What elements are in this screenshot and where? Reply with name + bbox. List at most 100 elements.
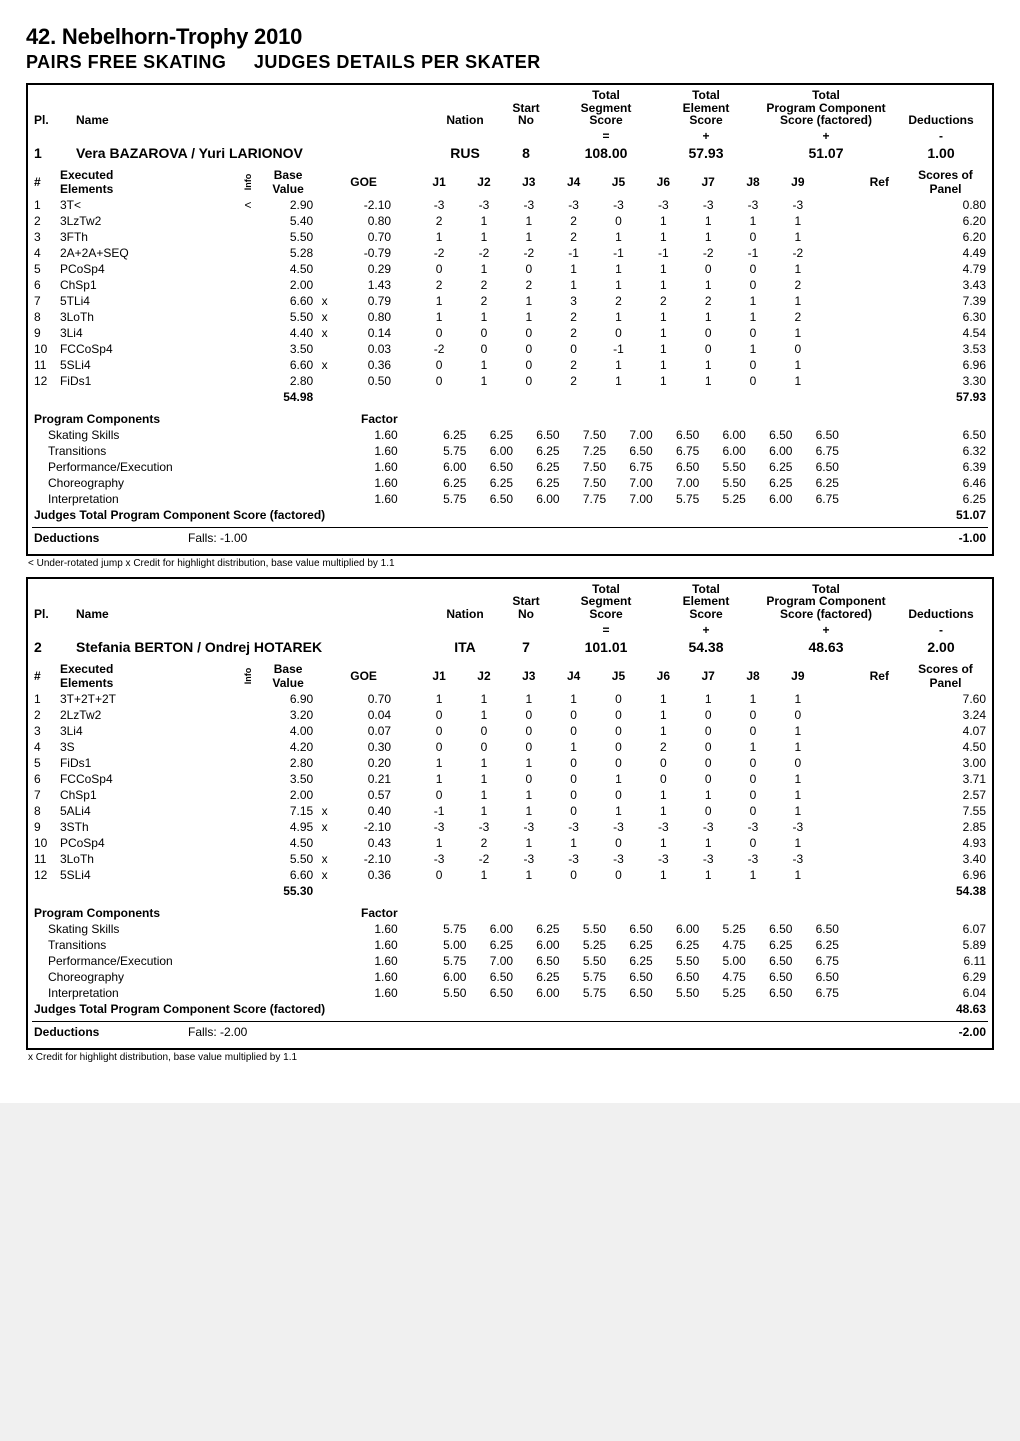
cell [856, 245, 903, 261]
sym-elem: + [656, 623, 756, 637]
cell: 0 [417, 373, 462, 389]
pcs-judge-score: 6.25 [525, 459, 572, 475]
cell: 0.03 [334, 341, 393, 357]
element-row: 10FCCoSp43.500.03-2000-110103.53 [32, 341, 988, 357]
pcs-judge-score: 6.50 [478, 985, 525, 1001]
cell: 1 [596, 373, 641, 389]
pcs-judge-score: 6.50 [757, 953, 804, 969]
cell [235, 755, 261, 771]
val-ded: 1.00 [896, 145, 986, 161]
cell: 0.04 [334, 707, 393, 723]
cell [856, 771, 903, 787]
col-header: J7 [686, 661, 731, 691]
cell: FiDs1 [58, 373, 235, 389]
pcs-judge-score: 6.50 [804, 969, 851, 985]
sym-pcs: + [756, 129, 896, 143]
col-header: Scores ofPanel [903, 167, 988, 197]
hdr-seg: TotalSegmentScore [556, 583, 656, 621]
cell: PCoSp4 [58, 261, 235, 277]
cell [820, 325, 855, 341]
cell: 1 [596, 803, 641, 819]
cell: 6.20 [903, 213, 988, 229]
cell: 1 [775, 357, 820, 373]
pcs-name: Skating Skills [32, 427, 326, 443]
pcs-judge-score: 5.25 [711, 491, 758, 507]
cell [393, 755, 417, 771]
pcs-factor: 1.60 [326, 985, 400, 1001]
element-row: 5FiDs12.800.201110000003.00 [32, 755, 988, 771]
cell: -2 [775, 245, 820, 261]
pcs-name: Skating Skills [32, 921, 326, 937]
cell: 1 [417, 293, 462, 309]
cell: 0 [417, 787, 462, 803]
cell: 1 [462, 213, 507, 229]
cell [856, 755, 903, 771]
pcs-judge-score: 6.00 [432, 459, 479, 475]
cell: 0 [506, 373, 551, 389]
pcs-judge-score: 6.00 [525, 985, 572, 1001]
val-startno: 7 [496, 639, 556, 655]
cell: 0.21 [334, 771, 393, 787]
sym-ded: - [896, 623, 986, 637]
cell: 1 [506, 691, 551, 707]
cell: -2 [417, 341, 462, 357]
cell: 5.50 [261, 309, 315, 325]
cell: 2A+2A+SEQ [58, 245, 235, 261]
skater-block: Pl.NameNationStartNoTotalSegmentScoreTot… [26, 577, 994, 1050]
cell: 0 [775, 755, 820, 771]
cell: -2 [462, 851, 507, 867]
cell: 2 [462, 835, 507, 851]
cell: FiDs1 [58, 755, 235, 771]
cell: 5SLi4 [58, 867, 235, 883]
col-header: J4 [551, 167, 596, 197]
pcs-name: Performance/Execution [32, 953, 326, 969]
cell: 3Li4 [58, 723, 235, 739]
cell: 3.43 [903, 277, 988, 293]
pcs-row: Skating Skills1.605.756.006.255.506.506.… [32, 921, 988, 937]
cell [315, 835, 334, 851]
cell: 0.80 [334, 309, 393, 325]
pcs-judge-score: 6.50 [664, 459, 711, 475]
cell [393, 819, 417, 835]
pcs-judge-score: 6.75 [804, 443, 851, 459]
col-header: J2 [462, 167, 507, 197]
cell: 1 [551, 691, 596, 707]
element-row: 23LzTw25.400.802112011116.20 [32, 213, 988, 229]
cell [315, 691, 334, 707]
pcs-row: Choreography1.606.256.256.257.507.007.00… [32, 475, 988, 491]
cell: 1 [596, 229, 641, 245]
cell [235, 739, 261, 755]
cell: 3.40 [903, 851, 988, 867]
pcs-total: 51.07 [900, 507, 988, 523]
cell [820, 309, 855, 325]
pcs-factor: 1.60 [326, 969, 400, 985]
pcs-judge-score: 6.50 [478, 459, 525, 475]
cell: 2 [551, 357, 596, 373]
pcs-judge-score: 6.00 [711, 443, 758, 459]
pcs-judge-score: 6.75 [664, 443, 711, 459]
cell: 1 [641, 691, 686, 707]
cell [393, 309, 417, 325]
cell [856, 835, 903, 851]
cell: 1 [506, 309, 551, 325]
val-name: Vera BAZAROVA / Yuri LARIONOV [74, 145, 434, 161]
cell: 6.96 [903, 867, 988, 883]
cell: -3 [462, 819, 507, 835]
val-elem: 54.38 [656, 639, 756, 655]
cell: 0 [731, 723, 776, 739]
pcs-factor: 1.60 [326, 459, 400, 475]
cell: 0 [686, 261, 731, 277]
cell [393, 213, 417, 229]
pcs-judge-score: 5.25 [571, 937, 618, 953]
val-place: 1 [32, 145, 74, 161]
pcs-judge-score: 7.00 [664, 475, 711, 491]
cell: 1 [775, 213, 820, 229]
cell: 11 [32, 851, 58, 867]
cell: 0 [596, 691, 641, 707]
pcs-judge-score: 6.50 [618, 921, 665, 937]
pcs-total-row: Judges Total Program Component Score (fa… [32, 1001, 988, 1017]
cell: 1 [731, 309, 776, 325]
cell: 6 [32, 771, 58, 787]
cell: 0 [596, 325, 641, 341]
pcs-judge-score: 5.00 [711, 953, 758, 969]
